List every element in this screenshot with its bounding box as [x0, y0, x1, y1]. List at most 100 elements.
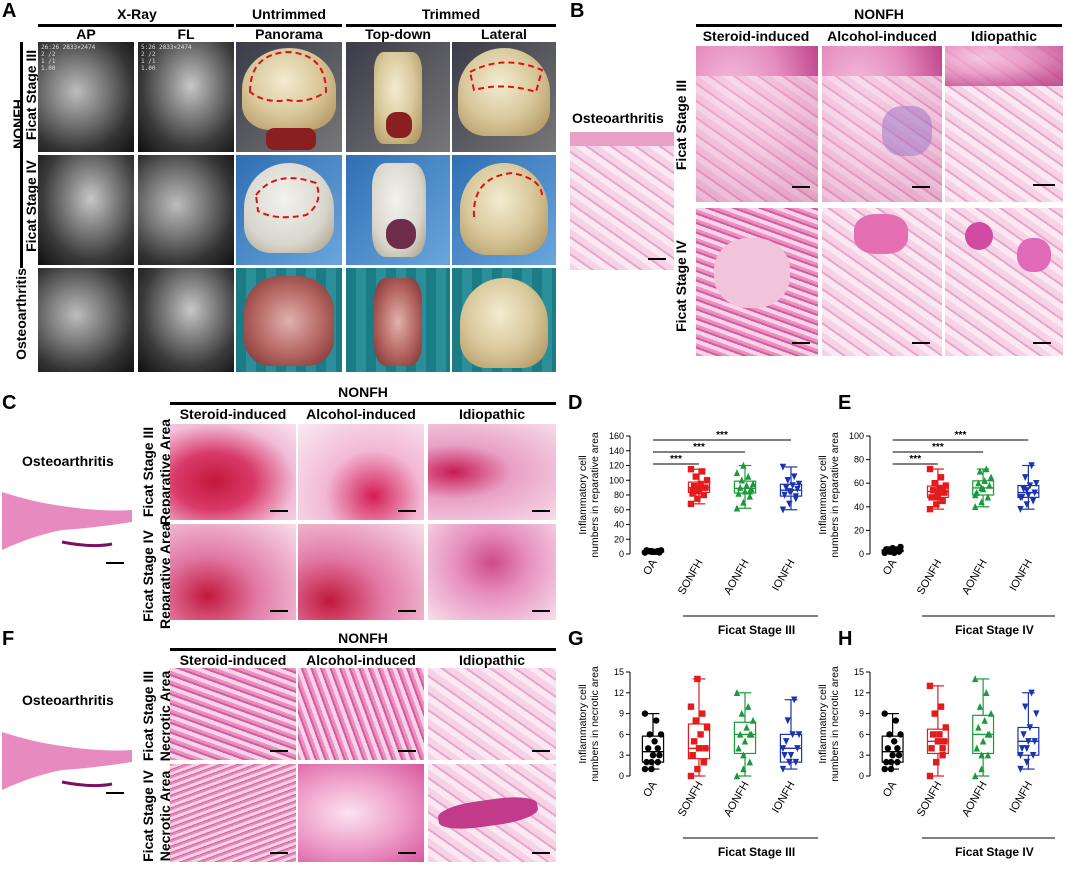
b-row-iii: Ficat Stage III: [673, 79, 689, 171]
y-tick-label: 3: [859, 750, 864, 760]
data-point: [1026, 482, 1034, 490]
data-point: [1031, 738, 1038, 746]
data-point: [700, 484, 708, 491]
row-ficat-iv: Ficat Stage IV: [23, 160, 39, 252]
data-point: [1033, 710, 1040, 718]
category-label: OA: [641, 779, 660, 799]
data-point: [654, 745, 662, 752]
data-point: [689, 490, 696, 497]
c-group-bar: [170, 402, 556, 405]
data-point: [1017, 752, 1024, 759]
data-point: [987, 709, 995, 717]
significance-label: ***: [670, 454, 682, 465]
data-point: [1017, 494, 1024, 502]
data-point: [687, 500, 695, 508]
data-point: [892, 717, 899, 724]
data-point: [981, 477, 988, 485]
data-point: [703, 477, 711, 484]
data-point: [694, 765, 701, 773]
data-point: [733, 689, 741, 696]
data-point: [1029, 497, 1037, 505]
data-point: [789, 482, 796, 490]
b-col-idiopathic: Idiopathic: [970, 28, 1038, 44]
panel-label-h: H: [838, 628, 853, 650]
f-idiopathic-iii: [428, 668, 556, 760]
y-axis-label: Inflammatory cellnumbers in necrotic are…: [577, 666, 601, 782]
data-point: [787, 752, 795, 759]
significance-label: ***: [716, 430, 728, 441]
data-point: [782, 484, 790, 492]
data-point: [653, 548, 660, 555]
data-point: [1022, 703, 1029, 711]
c-idiopathic-iii: [428, 424, 556, 520]
data-point: [881, 710, 888, 717]
b-alcohol-iv: [822, 208, 942, 356]
data-point: [972, 675, 979, 683]
significance-label: ***: [693, 442, 705, 453]
data-point: [884, 745, 892, 752]
data-point: [933, 494, 940, 501]
y-tick-label: 6: [859, 729, 864, 739]
data-point: [782, 738, 790, 746]
y-tick-label: 0: [619, 549, 624, 559]
xray-header: X-Ray: [117, 6, 157, 22]
data-point: [697, 731, 704, 738]
data-point: [984, 730, 992, 738]
data-point: [929, 731, 937, 738]
data-point: [1025, 738, 1032, 746]
data-point: [937, 703, 945, 710]
y-tick-label: 160: [609, 431, 624, 441]
data-point: [1031, 489, 1038, 497]
data-point: [978, 484, 985, 492]
photo-topdown-oa: [346, 268, 450, 372]
data-point: [975, 723, 982, 731]
b-col-alcohol: Alcohol-induced: [827, 28, 937, 44]
photo-lateral-oa: [452, 268, 556, 372]
data-point: [791, 473, 798, 481]
data-point: [690, 482, 698, 490]
c-col-idiopathic: Idiopathic: [458, 406, 526, 422]
y-tick-label: 20: [614, 534, 624, 544]
data-point: [1033, 480, 1040, 487]
data-point: [648, 547, 655, 555]
y-tick-label: 80: [614, 490, 624, 500]
data-point: [941, 738, 948, 745]
data-point: [745, 472, 752, 480]
y-tick-label: 120: [609, 461, 624, 471]
y-tick-label: 20: [854, 525, 864, 535]
data-point: [794, 485, 801, 493]
b-steroid-iv: [696, 208, 818, 356]
data-point: [699, 468, 706, 475]
data-point: [733, 469, 741, 477]
col-fl: FL: [177, 26, 195, 42]
f-col-steroid: Steroid-induced: [179, 652, 287, 668]
c-row-iv: Ficat Stage IV: [140, 530, 156, 622]
data-point: [687, 703, 695, 710]
data-point: [984, 751, 992, 759]
data-point: [972, 772, 979, 780]
row-ficat-iii: Ficat Stage III: [23, 49, 39, 141]
data-point: [1017, 765, 1024, 773]
data-point: [702, 745, 709, 752]
data-point: [694, 488, 701, 495]
data-point: [740, 498, 747, 506]
data-point: [699, 710, 706, 717]
data-point: [743, 723, 750, 731]
data-point: [692, 717, 699, 724]
data-point: [643, 758, 650, 766]
untrimmed-header: Untrimmed: [252, 6, 326, 22]
data-point: [926, 682, 934, 690]
data-point: [786, 500, 793, 508]
data-point: [928, 745, 935, 752]
significance-label: ***: [932, 442, 944, 453]
data-point: [1022, 474, 1029, 481]
category-label: OA: [641, 557, 660, 577]
data-point: [887, 765, 895, 773]
data-point: [973, 744, 980, 752]
data-point: [733, 772, 741, 780]
c-group-header: NONFH: [338, 384, 388, 400]
data-point: [897, 731, 904, 738]
data-point: [1029, 752, 1037, 759]
f-row-iii: Ficat Stage III: [140, 670, 156, 762]
data-point: [1017, 505, 1024, 513]
